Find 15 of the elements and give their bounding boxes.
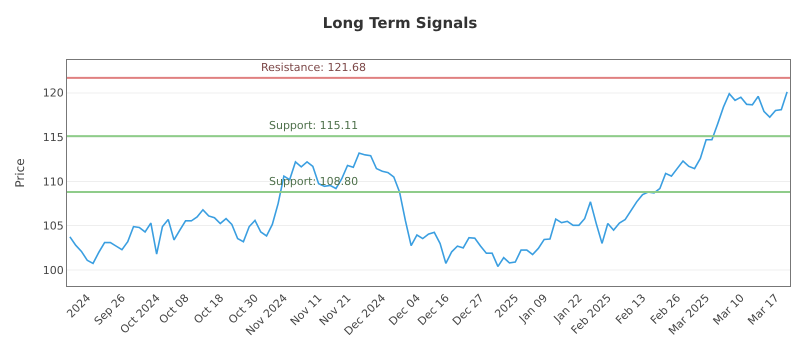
x-tick-label: Feb 13 (613, 292, 649, 327)
y-tick-label: 120 (42, 86, 64, 100)
chart-title: Long Term Signals (322, 14, 478, 32)
ref-line-label: Resistance: 121.68 (261, 61, 366, 74)
x-tick-label: Mar 10 (710, 292, 747, 328)
x-tick-label: Oct 18 (191, 292, 226, 327)
ref-line-label: Support: 115.11 (269, 119, 358, 132)
line-series (69, 91, 788, 268)
y-tick-label: 100 (42, 264, 64, 277)
x-tick-label: Dec 27 (450, 292, 487, 328)
x-tick-label: Mar 17 (745, 292, 782, 328)
y-tick-label: 115 (42, 130, 64, 144)
y-tick-label: 105 (42, 220, 64, 233)
y-axis-title: Price (13, 158, 28, 188)
y-tick-label: 110 (42, 175, 64, 188)
